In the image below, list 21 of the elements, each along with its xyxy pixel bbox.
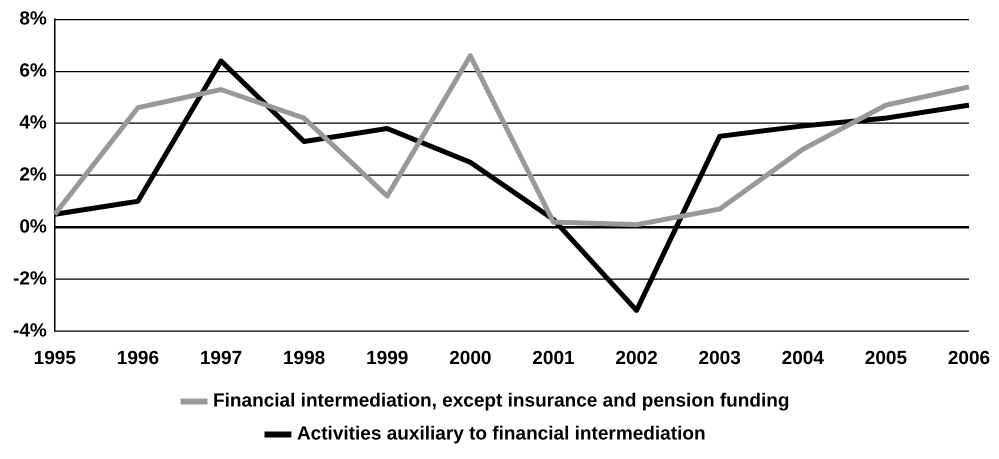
y-tick-label: -4% (12, 320, 47, 342)
y-tick-label: 0% (19, 216, 47, 238)
y-tick-label: 4% (19, 112, 47, 134)
x-tick-label: 2003 (698, 348, 741, 369)
y-tick-label: 6% (19, 60, 47, 82)
x-tick-label: 1999 (366, 348, 408, 369)
x-tick-label: 2001 (532, 348, 576, 369)
x-tick-label: 1995 (34, 348, 76, 369)
legend-label: Activities auxiliary to financial intermediation (296, 424, 706, 445)
x-tick-label: 1996 (116, 348, 160, 369)
x-tick-label: 2006 (948, 348, 990, 369)
x-tick-label: 1998 (282, 348, 326, 369)
y-tick-label: -2% (12, 268, 47, 290)
y-tick-label: 8% (19, 8, 47, 30)
x-tick-label: 1997 (200, 348, 242, 369)
x-tick-label: 2004 (782, 348, 824, 369)
x-tick-label: 2000 (449, 348, 492, 369)
y-tick-label: 2% (19, 164, 47, 186)
x-tick-label: 2002 (615, 348, 658, 369)
legend-label: Financial intermediation, except insurance and pension funding (213, 390, 790, 412)
x-tick-label: 2005 (864, 348, 908, 369)
